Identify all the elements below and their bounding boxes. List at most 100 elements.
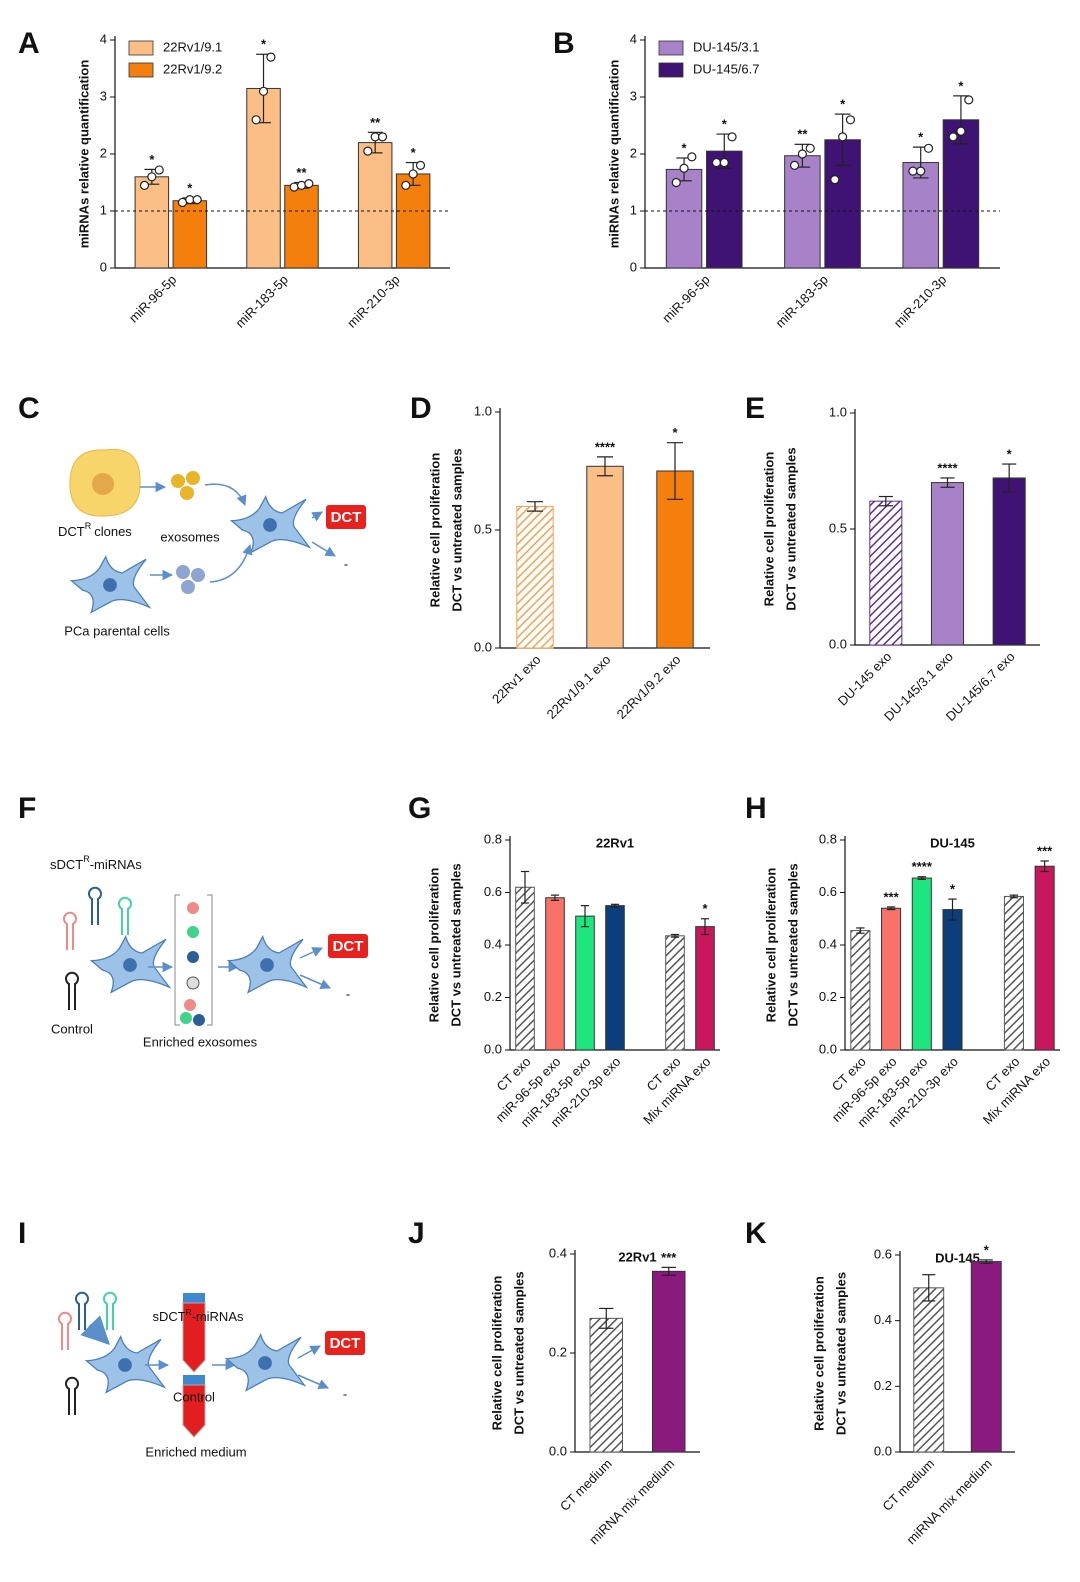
y-axis-label: Relative cell proliferation bbox=[763, 868, 778, 1023]
exosome bbox=[191, 568, 205, 582]
y-tick-label: 0.6 bbox=[819, 884, 837, 899]
y-tick-label: 0.4 bbox=[819, 936, 837, 951]
y-axis-label: Relative cell proliferation bbox=[426, 868, 441, 1023]
outcome-label: DCT bbox=[333, 938, 364, 955]
y-tick-label: 0.5 bbox=[474, 521, 492, 536]
data-point bbox=[830, 175, 840, 185]
bar bbox=[869, 500, 903, 646]
significance: * bbox=[149, 152, 155, 167]
data-point bbox=[727, 132, 737, 142]
significance: * bbox=[984, 1242, 990, 1257]
mirna bbox=[65, 971, 79, 1011]
label-part: R bbox=[83, 854, 90, 864]
exosome bbox=[184, 999, 196, 1011]
significance: * bbox=[918, 130, 924, 145]
legend-swatch bbox=[128, 62, 154, 78]
bar bbox=[665, 935, 685, 1051]
y-axis-label: DCT vs untreated samples bbox=[449, 448, 464, 611]
mirna bbox=[103, 1291, 117, 1331]
legend-swatch bbox=[658, 40, 684, 56]
y-tick-label: 4 bbox=[630, 31, 637, 46]
target-cell bbox=[227, 936, 308, 994]
mirna bbox=[58, 1311, 72, 1351]
x-tick-label: miR-96-5p bbox=[659, 272, 713, 326]
significance: ** bbox=[370, 115, 381, 130]
donor-cell bbox=[90, 936, 171, 994]
data-point bbox=[363, 146, 373, 156]
data-point bbox=[916, 166, 926, 176]
diagram-label: exosomes bbox=[160, 529, 220, 544]
y-tick-label: 0.0 bbox=[819, 1041, 837, 1056]
x-tick-label: 22Rv1/9.1 exo bbox=[544, 652, 614, 722]
exosome bbox=[187, 926, 199, 938]
data-point bbox=[266, 52, 276, 62]
panel-letter: K bbox=[745, 1217, 767, 1250]
data-point bbox=[908, 166, 918, 176]
data-point bbox=[679, 163, 689, 173]
x-tick-label: miR-210-3p bbox=[344, 272, 403, 331]
diagram-label: Enriched exosomes bbox=[143, 1034, 258, 1049]
data-point bbox=[139, 180, 150, 190]
data-point bbox=[147, 172, 157, 182]
x-tick-label: 22Rv1/9.2 exo bbox=[614, 652, 684, 722]
exosome bbox=[181, 580, 195, 594]
x-tick-label: miR-183-5p bbox=[232, 272, 291, 331]
panel-letter: D bbox=[410, 392, 432, 425]
label-part: -miRNAs bbox=[90, 857, 142, 872]
data-point bbox=[719, 157, 729, 168]
exosome bbox=[186, 471, 200, 485]
significance: *** bbox=[661, 1250, 677, 1265]
label-part: R bbox=[85, 521, 92, 531]
significance: **** bbox=[595, 439, 616, 454]
x-tick-label: 22Rv1 exo bbox=[489, 652, 544, 707]
significance: * bbox=[672, 425, 678, 440]
panel-letter: C bbox=[18, 392, 40, 425]
data-point bbox=[923, 143, 934, 153]
y-tick-label: 0.4 bbox=[549, 1245, 567, 1260]
tube-cap bbox=[183, 1375, 205, 1385]
significance: * bbox=[261, 37, 267, 52]
bar bbox=[695, 926, 715, 1051]
bar bbox=[706, 150, 743, 269]
label-part: R bbox=[186, 1308, 192, 1317]
mirna bbox=[75, 1291, 89, 1331]
panel-letter: E bbox=[745, 392, 765, 425]
outcome-label: - bbox=[344, 556, 348, 571]
data-point bbox=[154, 165, 164, 175]
significance: ** bbox=[797, 127, 808, 142]
data-point bbox=[805, 143, 815, 153]
bar bbox=[589, 1317, 623, 1453]
data-point bbox=[304, 179, 314, 189]
significance: * bbox=[958, 78, 964, 93]
diagram-f: sDCTR-miRNAs Control DCT - Enriched exos… bbox=[50, 854, 368, 1049]
label-part: DCT bbox=[58, 524, 85, 539]
arrow bbox=[209, 543, 253, 583]
significance: ** bbox=[296, 165, 307, 180]
significance: * bbox=[1007, 446, 1013, 461]
significance: * bbox=[722, 116, 728, 131]
bar bbox=[942, 909, 963, 1051]
y-tick-label: 2 bbox=[100, 145, 107, 160]
exosome bbox=[187, 951, 199, 963]
tube-cap bbox=[183, 1293, 205, 1303]
y-axis-label: Relative cell proliferation bbox=[761, 452, 776, 607]
arrow bbox=[297, 1374, 329, 1390]
y-tick-label: 0.0 bbox=[484, 1041, 502, 1056]
y-axis-label: DCT vs untreated samples bbox=[783, 447, 798, 610]
x-tick-label: miR-210-3p bbox=[891, 272, 950, 331]
x-tick-label: CT medium bbox=[557, 1456, 615, 1514]
chart-title: DU-145 bbox=[935, 1250, 980, 1265]
arrow bbox=[311, 541, 336, 557]
outcome-label: - bbox=[346, 986, 350, 1001]
y-tick-label: 0.2 bbox=[549, 1344, 567, 1359]
nucleus bbox=[92, 473, 114, 495]
diagram-label: PCa parental cells bbox=[64, 623, 170, 638]
data-point bbox=[845, 115, 856, 125]
y-tick-label: 0 bbox=[630, 259, 637, 274]
y-axis-label: miRNAs relative quantification bbox=[76, 60, 91, 249]
y-axis-label: DCT vs untreated samples bbox=[448, 863, 463, 1026]
mirna bbox=[65, 1376, 79, 1416]
diagram-c: DCT - DCTR clones exosomes PCa parental c… bbox=[58, 448, 366, 638]
arrow bbox=[80, 1315, 110, 1345]
